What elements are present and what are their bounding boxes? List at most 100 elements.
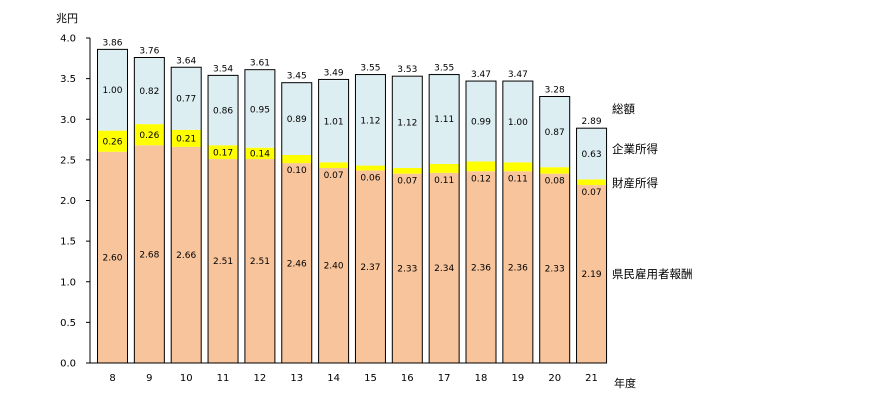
bar-segment	[502, 171, 533, 363]
bar-segment	[318, 168, 349, 363]
bar-total-label: 3.47	[471, 70, 491, 80]
bar-value-label: 0.07	[582, 188, 602, 198]
axes-group: 0.0 0.5 1.0 1.5 2.0 2.5 3.0 3.5 4.0 8 9 10 11 12 13 14 1…	[60, 34, 606, 384]
bar-value-label: 0.63	[582, 150, 602, 160]
bar-segment	[466, 81, 496, 162]
bar-value-label: 0.26	[102, 137, 122, 147]
bar-segment	[171, 146, 202, 363]
bar-total-label: 3.54	[213, 64, 233, 74]
bar-total-label: 3.76	[139, 47, 159, 57]
bar-segment	[355, 165, 386, 171]
bar-value-label: 0.87	[545, 128, 565, 138]
bar-segment	[392, 77, 423, 168]
bars-group: 2.60 0.26 1.00 3.86 2.68 0.26 0.82 3.76 2.66 0.21…	[97, 38, 608, 364]
bar-segment	[171, 129, 202, 147]
x-tick-label: 19	[511, 373, 524, 384]
bar-total-label: 3.64	[176, 56, 196, 66]
bar-segment	[281, 82, 312, 155]
bar-segment	[539, 96, 570, 168]
bar-value-label: 2.66	[176, 251, 196, 261]
bar-value-label: 0.82	[139, 87, 159, 97]
bar-segment	[429, 163, 460, 173]
bar-segment	[208, 145, 239, 160]
bar-value-label: 2.46	[287, 259, 307, 269]
bar-value-label: 1.12	[360, 116, 380, 126]
bar-segment	[355, 74, 386, 166]
bar-segment	[134, 145, 165, 363]
bar-segment	[576, 128, 607, 180]
bar-value-label: 0.95	[250, 105, 270, 115]
bar-value-label: 2.51	[213, 257, 233, 267]
bar-total-label: 3.28	[545, 86, 565, 96]
bar-value-label: 0.26	[139, 131, 159, 141]
bar-value-label: 2.33	[545, 265, 565, 275]
legend-label-corporate-income: 企業所得	[612, 142, 658, 156]
y-tick-label: 0.5	[60, 318, 76, 329]
bar-value-label: 2.37	[360, 263, 380, 273]
bar-segment	[429, 172, 460, 363]
bar-value-label: 0.10	[287, 166, 307, 176]
bar-segment	[97, 130, 128, 152]
bar-segment	[281, 163, 312, 363]
legend-label-total: 総額	[612, 102, 635, 116]
bar-value-label: 0.12	[471, 174, 491, 184]
bar-total-label: 3.86	[102, 38, 122, 48]
bar-value-label: 2.68	[139, 250, 159, 260]
y-tick-label: 2.0	[60, 196, 76, 207]
bar-value-label: 0.86	[213, 107, 233, 117]
bar-value-label: 1.00	[102, 86, 122, 96]
bar-value-label: 2.60	[102, 254, 122, 264]
y-tick-label: 1.5	[60, 237, 76, 248]
x-tick-label: 13	[290, 373, 303, 384]
bar-segment	[502, 81, 533, 163]
x-tick-label: 11	[217, 373, 230, 384]
bar-value-label: 2.34	[434, 264, 454, 274]
bar-total-label: 3.55	[434, 64, 454, 74]
x-tick-label: 12	[254, 373, 267, 384]
bar-segment	[244, 159, 275, 363]
bar-total-label: 2.89	[582, 117, 602, 127]
bar-segment	[97, 49, 128, 131]
bar-total-label: 3.45	[287, 72, 307, 82]
bar-value-label: 0.11	[508, 174, 528, 184]
bar-segment	[576, 179, 607, 186]
bar-segment	[97, 151, 128, 363]
bar-segment	[392, 168, 423, 174]
bar-segment	[134, 124, 165, 146]
bar-segment	[355, 170, 386, 363]
y-tick-label: 1.0	[60, 277, 76, 288]
x-axis-title: 年度	[614, 376, 636, 390]
bar-segment	[539, 173, 570, 363]
x-tick-label: 17	[438, 373, 451, 384]
bar-value-label: 1.01	[324, 117, 344, 127]
bar-segment	[429, 73, 460, 164]
bar-value-label: 2.36	[508, 263, 528, 273]
y-tick-label: 4.0	[60, 34, 76, 45]
bar-value-label: 0.07	[397, 177, 417, 187]
bar-segment	[539, 167, 570, 174]
bar-value-label: 1.11	[434, 115, 454, 125]
bar-segment	[502, 162, 533, 172]
x-tick-label: 15	[364, 373, 377, 384]
bar-total-label: 3.49	[324, 68, 344, 78]
bar-value-label: 0.08	[545, 177, 565, 187]
legend-label-compensation: 県民雇用者報酬	[612, 267, 693, 281]
x-tick-label: 16	[401, 373, 414, 384]
bar-value-label: 2.51	[250, 257, 270, 267]
bar-value-label: 0.17	[213, 148, 233, 158]
bar-value-label: 2.19	[582, 270, 602, 280]
bar-value-label: 0.89	[287, 115, 307, 125]
bar-value-label: 2.40	[324, 262, 344, 272]
x-tick-label: 8	[109, 373, 115, 384]
bar-value-label: 2.33	[397, 265, 417, 275]
bar-segment	[208, 159, 239, 363]
bar-value-label: 0.07	[324, 171, 344, 181]
x-tick-label: 21	[585, 373, 598, 384]
y-axis-title: 兆円	[56, 12, 78, 25]
bar-segment	[466, 171, 496, 363]
bar-value-label: 1.00	[508, 118, 528, 128]
bar-value-label: 0.14	[250, 150, 270, 160]
bar-segment	[171, 67, 202, 130]
y-tick-label: 3.0	[60, 115, 76, 126]
